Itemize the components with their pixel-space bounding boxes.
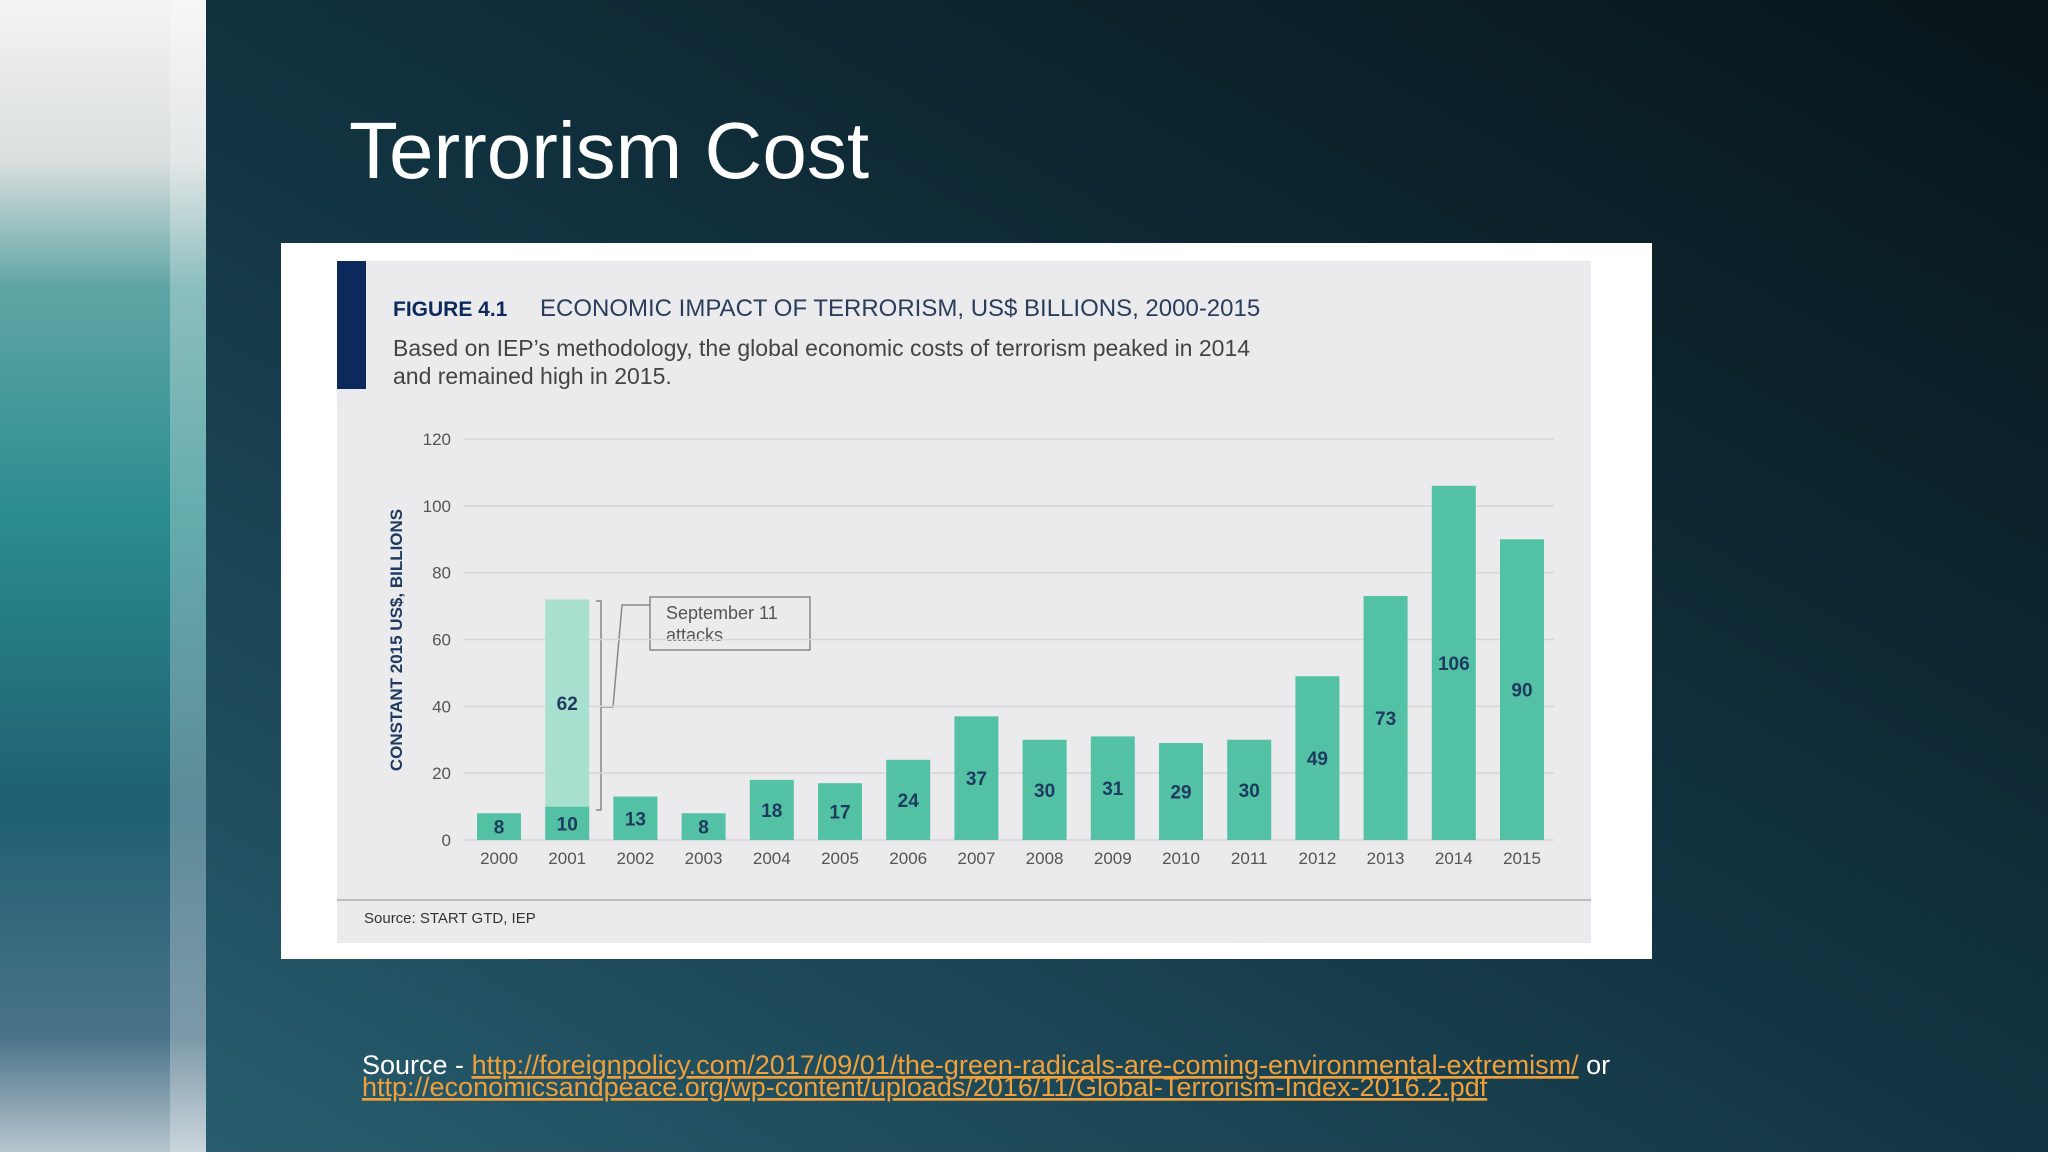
footer-prefix: Source - bbox=[362, 1050, 464, 1080]
x-tick-label: 2011 bbox=[1231, 849, 1268, 868]
figure-title: ECONOMIC IMPACT OF TERRORISM, US$ BILLIO… bbox=[540, 295, 1260, 322]
y-tick-label: 20 bbox=[432, 764, 451, 783]
value-label: 8 bbox=[494, 818, 505, 839]
bar bbox=[749, 779, 794, 840]
x-tick-label: 2006 bbox=[889, 849, 927, 868]
bar bbox=[886, 759, 931, 840]
value-label: 30 bbox=[1239, 781, 1260, 802]
link[interactable]: http://economicsandpeace.org/wp-content/… bbox=[362, 1072, 1488, 1102]
x-tick-label: 2010 bbox=[1162, 849, 1200, 868]
value-label: 18 bbox=[761, 801, 782, 822]
subtitle: Based on IEP’s methodology, the global e… bbox=[393, 335, 1250, 361]
wave-image bbox=[0, 0, 206, 1152]
footer-or: or bbox=[1586, 1050, 1610, 1080]
y-tick-label: 80 bbox=[432, 564, 451, 583]
y-tick-label: 40 bbox=[432, 697, 451, 716]
x-tick-label: 2007 bbox=[957, 849, 995, 868]
y-axis-label: CONSTANT 2015 US$, BILLIONS bbox=[387, 509, 406, 771]
y-tick-label: 120 bbox=[423, 430, 451, 449]
x-tick-label: 2015 bbox=[1503, 849, 1541, 868]
value-label: 106 bbox=[1438, 654, 1470, 675]
value-label: 13 bbox=[625, 809, 646, 830]
x-tick-label: 2003 bbox=[685, 849, 723, 868]
value-label: 10 bbox=[557, 814, 578, 835]
value-label: 24 bbox=[898, 791, 920, 812]
value-label: 17 bbox=[829, 803, 850, 824]
bracket bbox=[596, 600, 602, 811]
annotation: September 11 bbox=[666, 603, 778, 623]
bar bbox=[613, 796, 658, 840]
x-tick-label: 2009 bbox=[1094, 849, 1132, 868]
bar bbox=[477, 813, 521, 840]
value-label: 73 bbox=[1375, 709, 1396, 730]
strip bbox=[170, 0, 206, 1152]
x-tick-label: 2005 bbox=[821, 849, 859, 868]
bar bbox=[1431, 485, 1476, 840]
footer-line: Source - http://foreignpolicy.com/2017/0… bbox=[362, 1050, 1610, 1080]
bar bbox=[545, 599, 590, 807]
value-label: 31 bbox=[1102, 779, 1124, 800]
annotation: attacks bbox=[666, 625, 723, 645]
subtitle: and remained high in 2015. bbox=[393, 363, 672, 389]
figure-source: Source: START GTD, IEP bbox=[364, 910, 536, 927]
x-tick-label: 2008 bbox=[1026, 849, 1064, 868]
x-tick-label: 2014 bbox=[1435, 849, 1473, 868]
value-label: 90 bbox=[1511, 681, 1532, 702]
annotation-box bbox=[649, 596, 811, 651]
x-tick-label: 2002 bbox=[616, 849, 654, 868]
x-tick-label: 2013 bbox=[1367, 849, 1405, 868]
link[interactable]: http://foreignpolicy.com/2017/09/01/the-… bbox=[472, 1050, 1579, 1080]
value-label: 49 bbox=[1307, 749, 1328, 770]
bar bbox=[954, 716, 999, 840]
bar bbox=[681, 813, 726, 840]
y-tick-label: 100 bbox=[423, 497, 451, 516]
accent-bar bbox=[337, 261, 366, 389]
value-label: 8 bbox=[698, 818, 709, 839]
value-label: 30 bbox=[1034, 781, 1055, 802]
bar bbox=[1090, 736, 1135, 840]
x-tick-label: 2004 bbox=[753, 849, 791, 868]
slide-title: Terrorism Cost bbox=[349, 106, 869, 195]
x-tick-label: 2000 bbox=[480, 849, 518, 868]
value-label: 62 bbox=[557, 694, 578, 715]
y-tick-label: 0 bbox=[442, 831, 451, 850]
x-tick-label: 2001 bbox=[548, 849, 586, 868]
value-label: 37 bbox=[966, 769, 987, 790]
bar bbox=[1227, 739, 1272, 840]
figure-label: FIGURE 4.1 bbox=[393, 298, 508, 321]
value-label: 29 bbox=[1170, 783, 1191, 804]
x-tick-label: 2012 bbox=[1298, 849, 1336, 868]
bar bbox=[1159, 743, 1203, 840]
bar bbox=[1022, 739, 1067, 840]
bar bbox=[1295, 676, 1340, 840]
bar bbox=[818, 783, 862, 840]
y-tick-label: 60 bbox=[432, 631, 451, 650]
bar bbox=[1363, 596, 1408, 840]
bar bbox=[545, 806, 590, 840]
bar bbox=[1500, 539, 1544, 840]
